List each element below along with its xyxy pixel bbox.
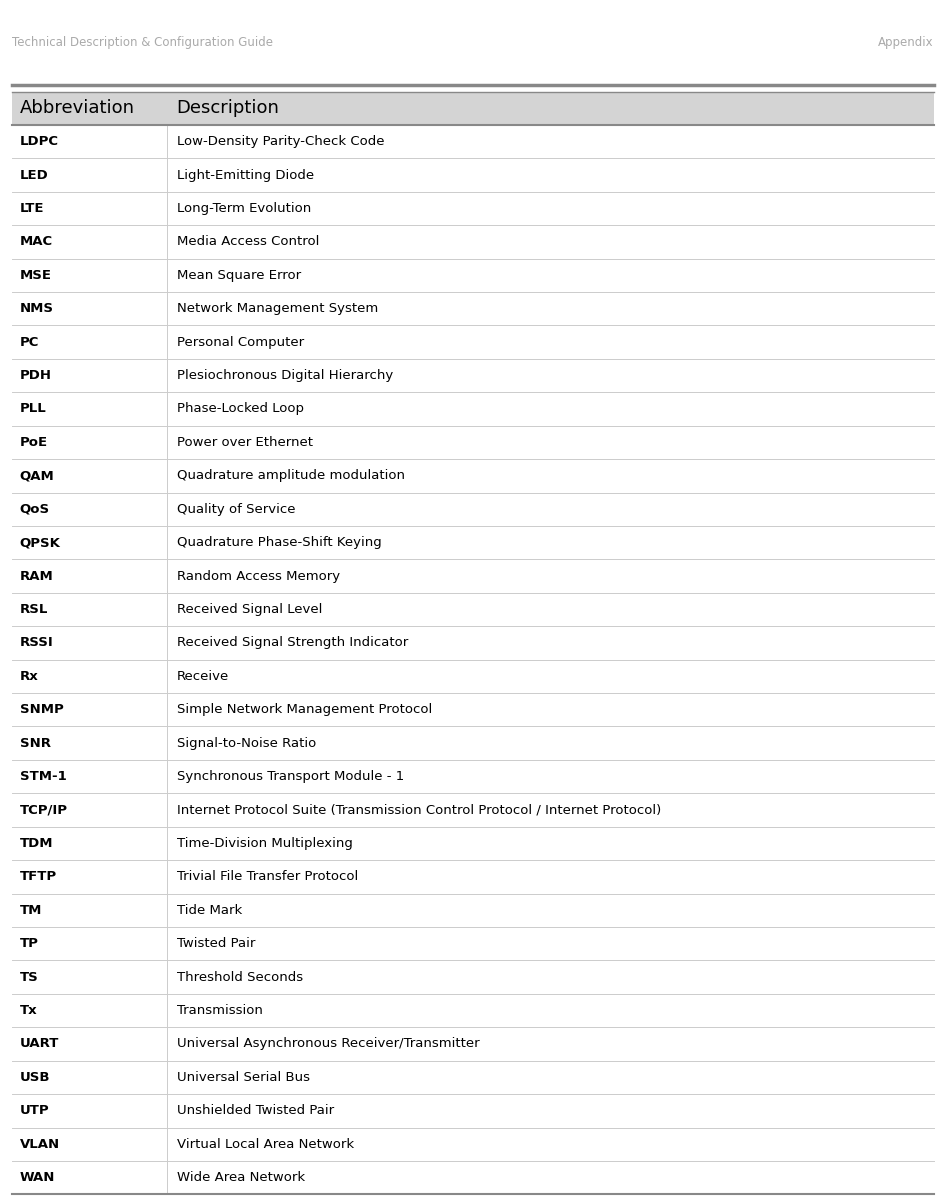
Text: Phase-Locked Loop: Phase-Locked Loop [177, 402, 304, 415]
Text: TCP/IP: TCP/IP [20, 803, 68, 816]
Text: RSSI: RSSI [20, 637, 54, 649]
Text: Tide Mark: Tide Mark [177, 904, 242, 916]
Text: USB: USB [20, 1070, 50, 1084]
Text: TM: TM [20, 904, 43, 916]
Text: Quadrature Phase-Shift Keying: Quadrature Phase-Shift Keying [177, 536, 381, 549]
Text: Media Access Control: Media Access Control [177, 236, 319, 248]
Text: Unshielded Twisted Pair: Unshielded Twisted Pair [177, 1104, 334, 1117]
Text: Internet Protocol Suite (Transmission Control Protocol / Internet Protocol): Internet Protocol Suite (Transmission Co… [177, 803, 661, 816]
Text: Technical Description & Configuration Guide: Technical Description & Configuration Gu… [12, 36, 273, 49]
Text: Appendix: Appendix [878, 36, 934, 49]
Text: Personal Computer: Personal Computer [177, 336, 304, 349]
Text: PDH: PDH [20, 370, 52, 382]
Text: RAM: RAM [20, 569, 54, 583]
Text: MAC: MAC [20, 236, 53, 248]
Text: Signal-to-Noise Ratio: Signal-to-Noise Ratio [177, 737, 316, 750]
Text: Receive: Receive [177, 669, 229, 683]
Text: Simple Network Management Protocol: Simple Network Management Protocol [177, 703, 431, 716]
Text: QoS: QoS [20, 503, 50, 515]
Text: Light-Emitting Diode: Light-Emitting Diode [177, 169, 314, 182]
Text: Transmission: Transmission [177, 1004, 262, 1017]
Text: TDM: TDM [20, 837, 53, 850]
Text: Quadrature amplitude modulation: Quadrature amplitude modulation [177, 470, 405, 483]
Text: QAM: QAM [20, 470, 55, 483]
Text: Received Signal Level: Received Signal Level [177, 603, 322, 616]
Text: Tx: Tx [20, 1004, 38, 1017]
Text: LED: LED [20, 169, 48, 182]
Text: Wide Area Network: Wide Area Network [177, 1171, 305, 1185]
Text: PC: PC [20, 336, 39, 349]
Text: QPSK: QPSK [20, 536, 61, 549]
Text: Time-Division Multiplexing: Time-Division Multiplexing [177, 837, 353, 850]
Text: Universal Serial Bus: Universal Serial Bus [177, 1070, 309, 1084]
Text: Synchronous Transport Module - 1: Synchronous Transport Module - 1 [177, 771, 404, 783]
Text: Trivial File Transfer Protocol: Trivial File Transfer Protocol [177, 870, 358, 884]
Text: PoE: PoE [20, 436, 48, 449]
Text: WAN: WAN [20, 1171, 55, 1185]
Text: TFTP: TFTP [20, 870, 57, 884]
Text: Quality of Service: Quality of Service [177, 503, 295, 515]
Text: Mean Square Error: Mean Square Error [177, 268, 301, 282]
Text: Rx: Rx [20, 669, 39, 683]
Text: MSE: MSE [20, 268, 52, 282]
Text: STM-1: STM-1 [20, 771, 66, 783]
Text: RSL: RSL [20, 603, 48, 616]
Text: Received Signal Strength Indicator: Received Signal Strength Indicator [177, 637, 408, 649]
Text: Description: Description [177, 99, 279, 117]
Text: Universal Asynchronous Receiver/Transmitter: Universal Asynchronous Receiver/Transmit… [177, 1038, 480, 1050]
Text: NMS: NMS [20, 302, 54, 315]
Text: Random Access Memory: Random Access Memory [177, 569, 340, 583]
Text: Abbreviation: Abbreviation [20, 99, 135, 117]
Text: Low-Density Parity-Check Code: Low-Density Parity-Check Code [177, 135, 384, 148]
Text: Plesiochronous Digital Hierarchy: Plesiochronous Digital Hierarchy [177, 370, 393, 382]
Text: Power over Ethernet: Power over Ethernet [177, 436, 312, 449]
Text: UTP: UTP [20, 1104, 49, 1117]
Text: SNMP: SNMP [20, 703, 63, 716]
Text: Virtual Local Area Network: Virtual Local Area Network [177, 1138, 354, 1151]
Text: Twisted Pair: Twisted Pair [177, 937, 254, 950]
Text: TS: TS [20, 970, 39, 984]
Text: PLL: PLL [20, 402, 46, 415]
Text: Threshold Seconds: Threshold Seconds [177, 970, 303, 984]
Text: UART: UART [20, 1038, 60, 1050]
Text: VLAN: VLAN [20, 1138, 60, 1151]
Text: Network Management System: Network Management System [177, 302, 377, 315]
Text: SNR: SNR [20, 737, 51, 750]
Text: LDPC: LDPC [20, 135, 59, 148]
Text: LTE: LTE [20, 202, 44, 216]
Text: Long-Term Evolution: Long-Term Evolution [177, 202, 311, 216]
Text: TP: TP [20, 937, 39, 950]
